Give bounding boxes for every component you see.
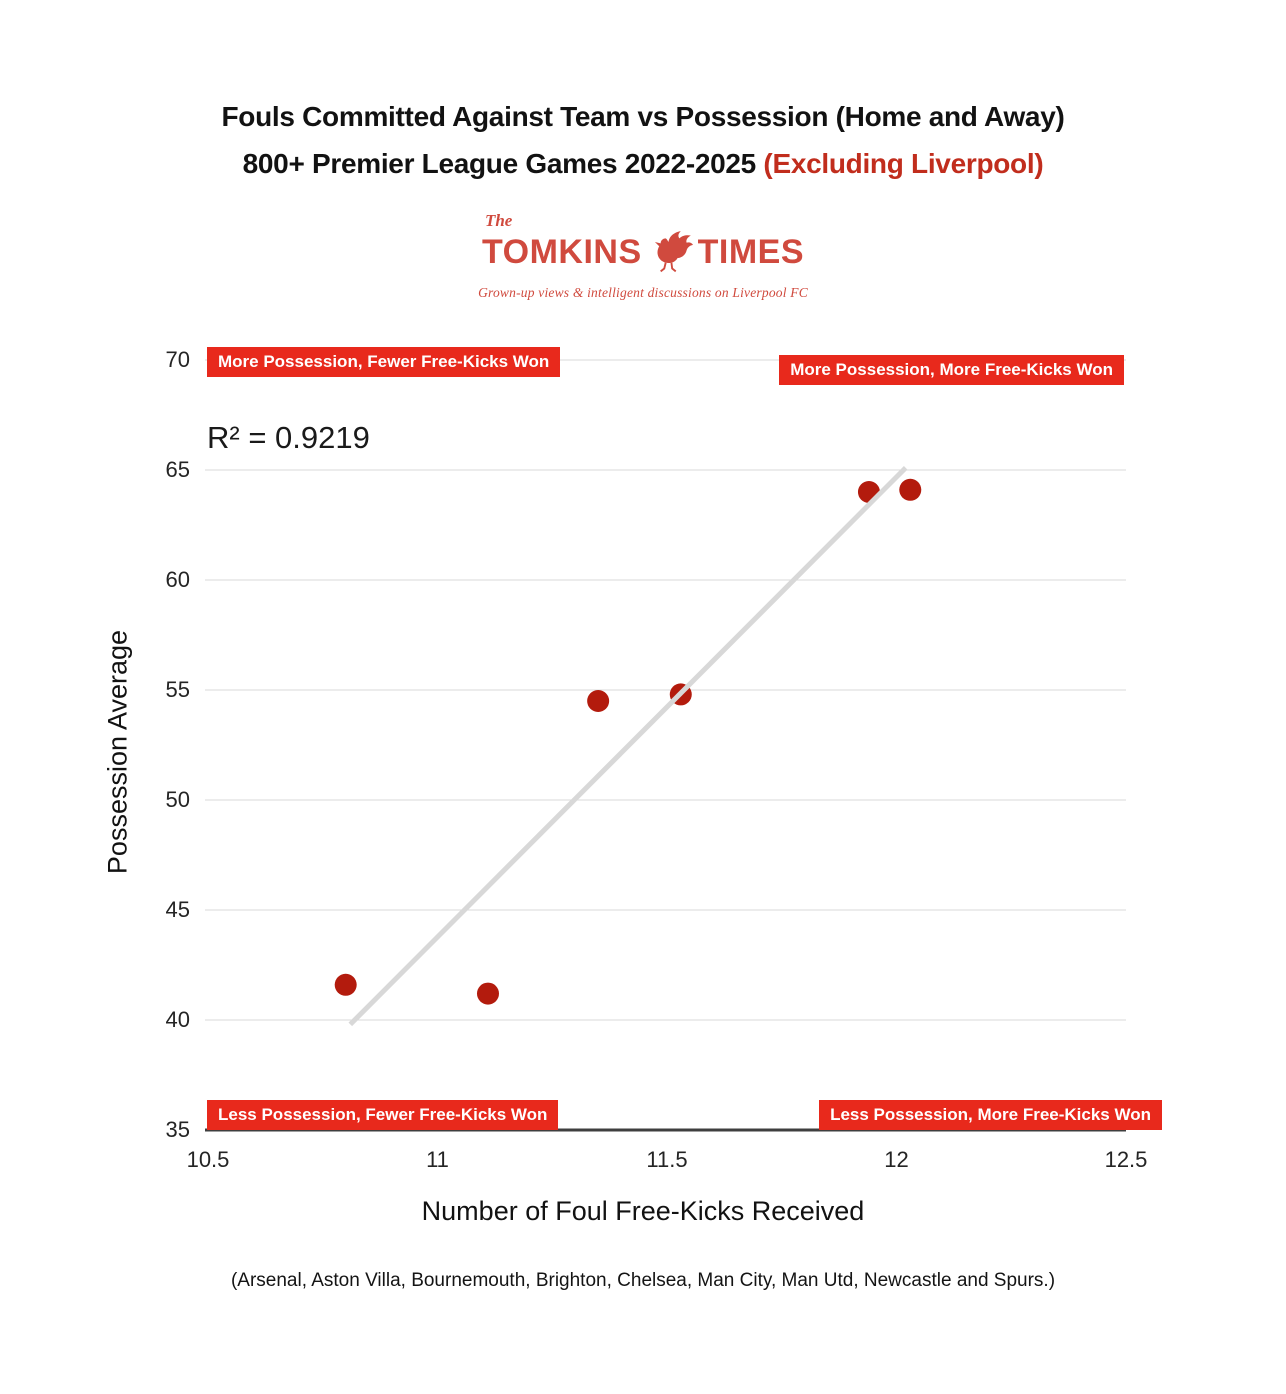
logo-times-text: TIMES [697,233,805,271]
tomkins-times-logo: The TOMKINS TIMES Grown-up views & intel… [0,211,1286,301]
y-tick-label: 35 [165,1117,190,1142]
x-tick-label: 11.5 [646,1147,688,1172]
x-tick-label: 10.5 [186,1147,230,1172]
chart-title-line-2: 800+ Premier League Games 2022-2025 (Exc… [0,148,1286,180]
y-tick-label: 60 [165,567,190,592]
title-games-text: 800+ Premier League Games 2022-2025 [242,148,764,179]
y-tick-label: 65 [165,457,190,482]
y-tick-label: 45 [165,897,190,922]
liver-bird-icon [654,231,693,273]
x-tick-label: 12.5 [1104,1147,1148,1172]
y-tick-label: 70 [165,347,190,372]
excluding-liverpool-text: (Excluding Liverpool) [763,148,1044,179]
data-point [587,690,610,712]
y-tick-label: 40 [165,1007,190,1032]
y-tick-label: 55 [165,677,190,702]
logo-tagline: Grown-up views & intelligent discussions… [478,285,808,300]
quadrant-label-top-left: More Possession, Fewer Free-Kicks Won [207,347,561,377]
data-point [899,478,922,501]
data-point [476,982,499,1005]
logo-the-script: The [484,211,513,230]
x-tick-label: 12 [884,1147,909,1172]
r-squared-annotation: R² = 0.9219 [207,420,370,455]
trend-line [348,466,908,1027]
quadrant-label-bottom-right: Less Possession, More Free-Kicks Won [819,1100,1162,1130]
x-tick-label: 11 [426,1147,449,1172]
quadrant-label-top-right: More Possession, More Free-Kicks Won [779,355,1124,385]
logo-wordmark: The TOMKINS TIMES [481,211,805,278]
y-tick-label: 50 [165,787,190,812]
chart-title-line-1: Fouls Committed Against Team vs Possessi… [221,101,1065,132]
logo-tomkins-text: TOMKINS [481,233,642,271]
x-axis-title: Number of Foul Free-Kicks Received [421,1196,865,1226]
team-list-footer: (Arsenal, Aston Villa, Bournemouth, Brig… [230,1270,1056,1291]
data-point [334,973,357,996]
quadrant-label-bottom-left: Less Possession, Fewer Free-Kicks Won [207,1100,559,1130]
